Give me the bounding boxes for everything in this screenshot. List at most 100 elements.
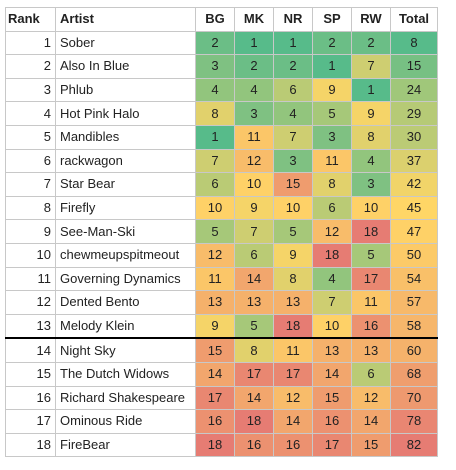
score-cell-bg[interactable]: 2 — [195, 30, 235, 56]
score-cell-mk[interactable]: 7 — [234, 219, 274, 244]
score-cell-bg[interactable]: 16 — [195, 409, 235, 434]
score-cell-sp[interactable]: 13 — [312, 337, 352, 363]
score-cell-nr[interactable]: 6 — [273, 77, 313, 103]
score-cell-nr[interactable]: 11 — [273, 337, 313, 363]
rank-cell[interactable]: 6 — [5, 148, 56, 174]
score-cell-nr[interactable]: 17 — [273, 361, 313, 387]
score-cell-rw[interactable]: 11 — [351, 290, 391, 315]
score-cell-sp[interactable]: 2 — [312, 30, 352, 56]
header-total[interactable]: Total — [390, 7, 438, 32]
rank-cell[interactable]: 1 — [5, 30, 56, 56]
rank-cell[interactable]: 14 — [5, 337, 56, 363]
artist-cell[interactable]: The Dutch Widows — [55, 361, 196, 387]
score-cell-bg[interactable]: 11 — [195, 266, 235, 292]
header-sp[interactable]: SP — [312, 7, 352, 32]
score-cell-mk[interactable]: 5 — [234, 313, 274, 339]
score-cell-mk[interactable]: 6 — [234, 242, 274, 268]
score-cell-bg[interactable]: 17 — [195, 385, 235, 411]
total-cell[interactable]: 78 — [390, 409, 438, 434]
score-cell-bg[interactable]: 3 — [195, 54, 235, 79]
score-cell-mk[interactable]: 17 — [234, 361, 274, 387]
rank-cell[interactable]: 16 — [5, 385, 56, 411]
artist-cell[interactable]: Phlub — [55, 77, 196, 103]
score-cell-rw[interactable]: 9 — [351, 101, 391, 126]
rank-cell[interactable]: 12 — [5, 290, 56, 315]
header-nr[interactable]: NR — [273, 7, 313, 32]
total-cell[interactable]: 29 — [390, 101, 438, 126]
score-cell-rw[interactable]: 4 — [351, 148, 391, 174]
total-cell[interactable]: 37 — [390, 148, 438, 174]
score-cell-mk[interactable]: 16 — [234, 432, 274, 458]
score-cell-mk[interactable]: 13 — [234, 290, 274, 315]
score-cell-rw[interactable]: 1 — [351, 77, 391, 103]
total-cell[interactable]: 50 — [390, 242, 438, 268]
rank-cell[interactable]: 8 — [5, 195, 56, 221]
total-cell[interactable]: 68 — [390, 361, 438, 387]
score-cell-nr[interactable]: 10 — [273, 195, 313, 221]
artist-cell[interactable]: Richard Shakespeare — [55, 385, 196, 411]
score-cell-rw[interactable]: 18 — [351, 219, 391, 244]
score-cell-rw[interactable]: 13 — [351, 337, 391, 363]
score-cell-sp[interactable]: 18 — [312, 242, 352, 268]
score-cell-nr[interactable]: 8 — [273, 266, 313, 292]
score-cell-bg[interactable]: 4 — [195, 77, 235, 103]
total-cell[interactable]: 60 — [390, 337, 438, 363]
score-cell-nr[interactable]: 16 — [273, 432, 313, 458]
rank-cell[interactable]: 13 — [5, 313, 56, 339]
score-cell-bg[interactable]: 12 — [195, 242, 235, 268]
score-cell-mk[interactable]: 14 — [234, 385, 274, 411]
header-artist[interactable]: Artist — [55, 7, 196, 32]
total-cell[interactable]: 30 — [390, 124, 438, 150]
artist-cell[interactable]: Night Sky — [55, 337, 196, 363]
score-cell-nr[interactable]: 1 — [273, 30, 313, 56]
total-cell[interactable]: 70 — [390, 385, 438, 411]
score-cell-mk[interactable]: 8 — [234, 337, 274, 363]
score-cell-bg[interactable]: 13 — [195, 290, 235, 315]
score-cell-sp[interactable]: 7 — [312, 290, 352, 315]
rank-cell[interactable]: 5 — [5, 124, 56, 150]
score-cell-rw[interactable]: 3 — [351, 172, 391, 197]
rank-cell[interactable]: 3 — [5, 77, 56, 103]
total-cell[interactable]: 47 — [390, 219, 438, 244]
score-cell-mk[interactable]: 10 — [234, 172, 274, 197]
total-cell[interactable]: 54 — [390, 266, 438, 292]
score-cell-sp[interactable]: 15 — [312, 385, 352, 411]
score-cell-sp[interactable]: 17 — [312, 432, 352, 458]
score-cell-sp[interactable]: 14 — [312, 361, 352, 387]
score-cell-sp[interactable]: 1 — [312, 54, 352, 79]
score-cell-bg[interactable]: 18 — [195, 432, 235, 458]
score-cell-bg[interactable]: 5 — [195, 219, 235, 244]
header-rank[interactable]: Rank — [5, 7, 56, 32]
score-cell-rw[interactable]: 12 — [351, 385, 391, 411]
score-cell-bg[interactable]: 8 — [195, 101, 235, 126]
rank-cell[interactable]: 15 — [5, 361, 56, 387]
score-cell-mk[interactable]: 4 — [234, 77, 274, 103]
total-cell[interactable]: 15 — [390, 54, 438, 79]
score-cell-rw[interactable]: 14 — [351, 409, 391, 434]
score-cell-sp[interactable]: 4 — [312, 266, 352, 292]
score-cell-nr[interactable]: 7 — [273, 124, 313, 150]
rank-cell[interactable]: 9 — [5, 219, 56, 244]
artist-cell[interactable]: Melody Klein — [55, 313, 196, 339]
score-cell-rw[interactable]: 6 — [351, 361, 391, 387]
score-cell-nr[interactable]: 13 — [273, 290, 313, 315]
score-cell-rw[interactable]: 7 — [351, 54, 391, 79]
score-cell-rw[interactable]: 17 — [351, 266, 391, 292]
score-cell-mk[interactable]: 1 — [234, 30, 274, 56]
rank-cell[interactable]: 7 — [5, 172, 56, 197]
score-cell-nr[interactable]: 15 — [273, 172, 313, 197]
header-rw[interactable]: RW — [351, 7, 391, 32]
score-cell-nr[interactable]: 3 — [273, 148, 313, 174]
score-cell-bg[interactable]: 10 — [195, 195, 235, 221]
score-cell-rw[interactable]: 8 — [351, 124, 391, 150]
score-cell-mk[interactable]: 14 — [234, 266, 274, 292]
rank-cell[interactable]: 4 — [5, 101, 56, 126]
score-cell-nr[interactable]: 5 — [273, 219, 313, 244]
artist-cell[interactable]: See-Man-Ski — [55, 219, 196, 244]
total-cell[interactable]: 58 — [390, 313, 438, 339]
artist-cell[interactable]: Also In Blue — [55, 54, 196, 79]
rank-cell[interactable]: 10 — [5, 242, 56, 268]
score-cell-sp[interactable]: 8 — [312, 172, 352, 197]
score-cell-nr[interactable]: 4 — [273, 101, 313, 126]
score-cell-mk[interactable]: 11 — [234, 124, 274, 150]
